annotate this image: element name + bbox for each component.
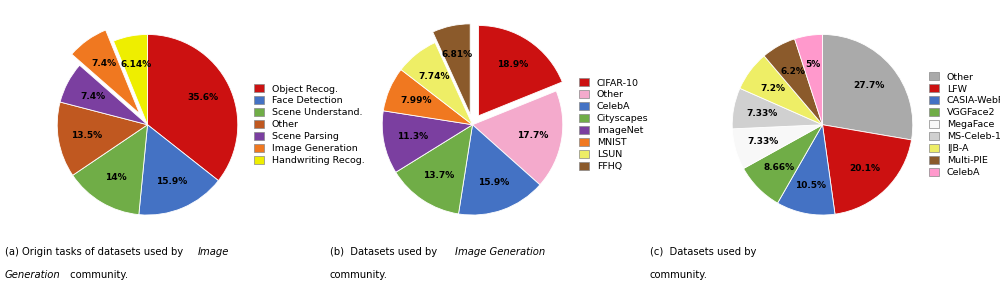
- Wedge shape: [57, 102, 147, 175]
- Wedge shape: [114, 34, 147, 125]
- Text: 14%: 14%: [105, 173, 127, 182]
- Text: Image Generation: Image Generation: [455, 247, 545, 257]
- Text: (b)  Datasets used by: (b) Datasets used by: [330, 247, 440, 257]
- Wedge shape: [383, 69, 473, 125]
- Text: (a) Origin tasks of datasets used by: (a) Origin tasks of datasets used by: [5, 247, 186, 257]
- Text: 11.3%: 11.3%: [397, 132, 428, 141]
- Wedge shape: [60, 65, 147, 125]
- Text: 6.14%: 6.14%: [120, 60, 151, 69]
- Text: 15.9%: 15.9%: [156, 177, 187, 186]
- Wedge shape: [433, 24, 470, 114]
- Wedge shape: [822, 34, 913, 140]
- Wedge shape: [473, 91, 563, 185]
- Legend: Object Recog., Face Detection, Scene Understand., Other, Scene Parsing, Image Ge: Object Recog., Face Detection, Scene Und…: [254, 84, 364, 165]
- Text: 7.2%: 7.2%: [761, 83, 786, 93]
- Text: 7.4%: 7.4%: [91, 59, 117, 68]
- Text: 8.66%: 8.66%: [763, 163, 794, 172]
- Text: Image: Image: [198, 247, 229, 257]
- Wedge shape: [458, 125, 540, 215]
- Wedge shape: [740, 56, 823, 125]
- Text: community.: community.: [330, 270, 388, 280]
- Text: 27.7%: 27.7%: [854, 81, 885, 90]
- Wedge shape: [73, 125, 147, 215]
- Wedge shape: [401, 42, 473, 125]
- Legend: CIFAR-10, Other, CelebA, Cityscapes, ImageNet, MNIST, LSUN, FFHQ: CIFAR-10, Other, CelebA, Cityscapes, Ima…: [579, 78, 648, 171]
- Text: 6.81%: 6.81%: [442, 50, 473, 59]
- Wedge shape: [764, 39, 823, 125]
- Text: 10.5%: 10.5%: [795, 181, 826, 189]
- Wedge shape: [382, 111, 473, 172]
- Text: 5%: 5%: [805, 60, 821, 69]
- Text: 7.4%: 7.4%: [81, 91, 106, 100]
- Text: 35.6%: 35.6%: [187, 94, 218, 102]
- Text: 7.99%: 7.99%: [400, 96, 432, 105]
- Text: community.: community.: [650, 270, 708, 280]
- Wedge shape: [778, 125, 835, 215]
- Text: community.: community.: [67, 270, 128, 280]
- Wedge shape: [732, 88, 823, 129]
- Text: 7.74%: 7.74%: [419, 72, 450, 81]
- Text: 13.7%: 13.7%: [423, 171, 454, 180]
- Text: 20.1%: 20.1%: [850, 164, 881, 173]
- Wedge shape: [479, 26, 562, 116]
- Text: (c)  Datasets used by: (c) Datasets used by: [650, 247, 760, 257]
- Text: 18.9%: 18.9%: [497, 60, 529, 69]
- Legend: Other, LFW, CASIA-WebFace, VGGFace2, MegaFace, MS-Celeb-1M, IJB-A, Multi-PIE, Ce: Other, LFW, CASIA-WebFace, VGGFace2, Meg…: [929, 72, 1000, 177]
- Text: 17.7%: 17.7%: [517, 131, 549, 140]
- Text: 6.2%: 6.2%: [780, 67, 805, 76]
- Wedge shape: [147, 34, 238, 181]
- Text: 13.5%: 13.5%: [71, 131, 103, 140]
- Wedge shape: [72, 30, 140, 114]
- Wedge shape: [744, 125, 823, 203]
- Wedge shape: [396, 125, 473, 214]
- Text: 7.33%: 7.33%: [748, 137, 779, 146]
- Wedge shape: [139, 125, 218, 215]
- Wedge shape: [732, 125, 823, 168]
- Wedge shape: [795, 34, 823, 125]
- Text: Generation: Generation: [5, 270, 61, 280]
- Text: 7.33%: 7.33%: [747, 109, 778, 118]
- Text: 15.9%: 15.9%: [478, 178, 509, 187]
- Wedge shape: [823, 125, 911, 214]
